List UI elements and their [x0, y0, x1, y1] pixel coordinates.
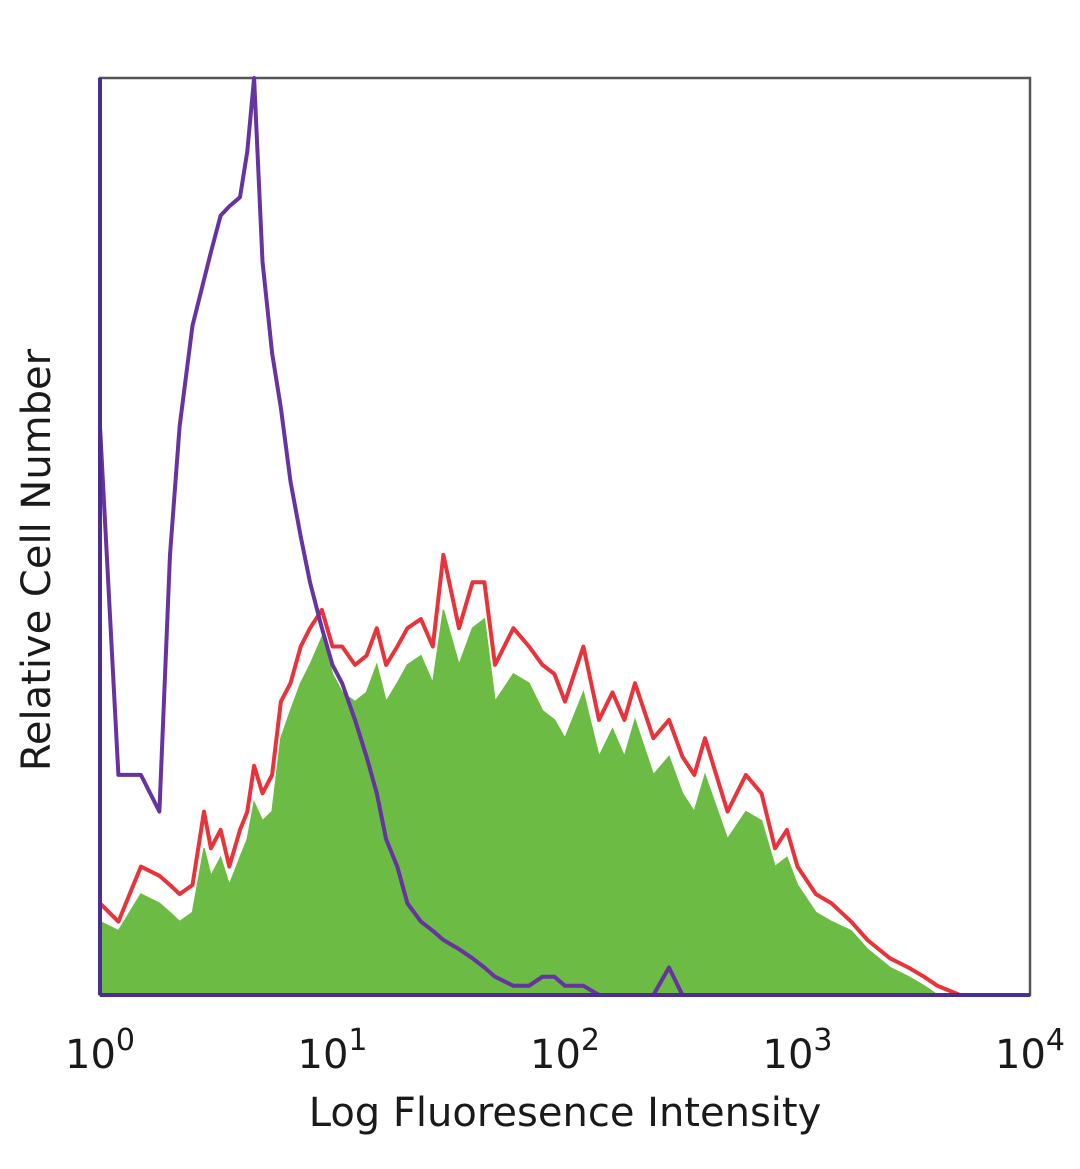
x-tick-label: 102	[530, 1023, 600, 1078]
x-tick-base: 10	[65, 1032, 116, 1078]
x-tick-exponent: 1	[348, 1023, 367, 1058]
series-2-area	[99, 609, 1030, 996]
x-tick-exponent: 2	[581, 1023, 600, 1058]
y-axis-title: Relative Cell Number	[14, 348, 60, 771]
x-tick-exponent: 0	[116, 1023, 135, 1058]
x-axis-title: Log Fluoresence Intensity	[309, 1090, 822, 1136]
x-tick-base: 10	[995, 1032, 1046, 1078]
plot-area	[98, 76, 1032, 997]
x-tick-base: 10	[298, 1032, 349, 1078]
series-1-line	[98, 552, 1030, 997]
x-tick-label: 101	[298, 1023, 368, 1078]
x-tick-exponent: 4	[1046, 1023, 1065, 1058]
x-tick-exponent: 3	[813, 1023, 832, 1058]
x-tick-label: 103	[763, 1023, 833, 1078]
x-tick-base: 10	[530, 1032, 581, 1078]
x-tick-base: 10	[763, 1032, 814, 1078]
x-tick-labels: 100 101 102 103 104	[65, 1023, 1065, 1078]
x-tick-label: 100	[65, 1023, 135, 1078]
x-tick-label: 104	[995, 1023, 1065, 1078]
